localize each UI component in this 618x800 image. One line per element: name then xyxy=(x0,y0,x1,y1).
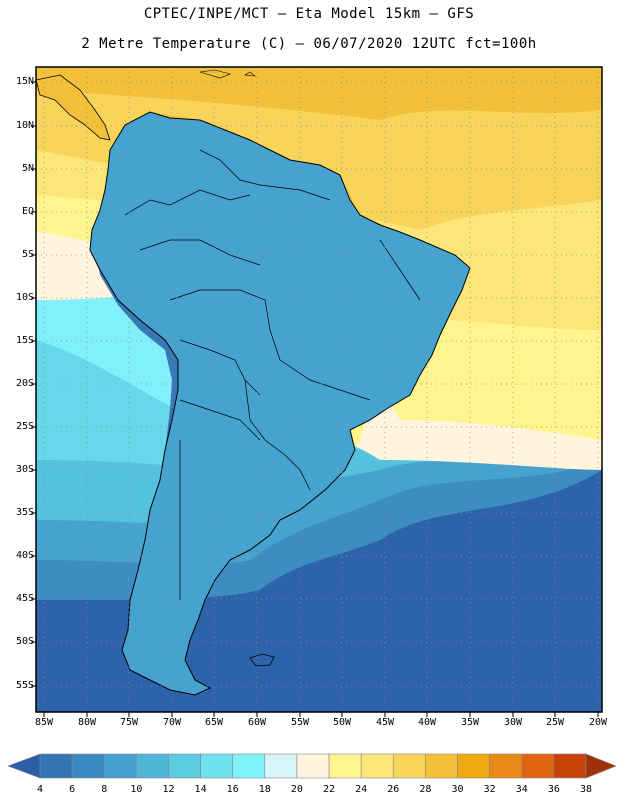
legend-tick-label: 26 xyxy=(387,784,400,795)
legend-tick-label: 12 xyxy=(162,784,175,795)
lat-label-25s: 25S xyxy=(15,421,34,432)
legend-tick-label: 36 xyxy=(547,784,560,795)
legend-tick-label: 4 xyxy=(36,784,44,795)
legend-swatch xyxy=(553,753,587,779)
country-borders xyxy=(124,149,421,600)
lon-label-50w: 50W xyxy=(332,717,352,728)
lat-label-20s: 20S xyxy=(15,378,34,389)
legend-tick-label: 20 xyxy=(290,784,303,795)
lat-label-40s: 40S xyxy=(15,550,34,561)
lat-label-30s: 30S xyxy=(15,464,34,475)
lat-label-10s: 10S xyxy=(15,292,34,303)
legend-tick-label: 30 xyxy=(451,784,464,795)
lon-label-45w: 45W xyxy=(375,717,395,728)
lon-label-80w: 80W xyxy=(77,717,97,728)
legend-tick-label: 8 xyxy=(101,784,108,795)
lat-label-5n: 5N xyxy=(21,163,34,174)
legend-swatch xyxy=(489,753,523,779)
legend-swatch xyxy=(521,753,555,779)
caribbean-island xyxy=(199,69,231,79)
legend-tick-label: 24 xyxy=(355,784,368,795)
lat-label-eq: EQ xyxy=(21,206,34,217)
legend-tick-label: 32 xyxy=(483,784,496,795)
lat-label-5s: 5S xyxy=(21,249,34,260)
legend-arrow-high xyxy=(585,753,617,779)
lon-label-30w: 30W xyxy=(503,717,523,728)
central-america xyxy=(36,74,111,141)
lat-label-15n: 15N xyxy=(15,76,34,87)
lon-label-65w: 65W xyxy=(204,717,224,728)
legend-swatch xyxy=(200,753,234,779)
lon-label-75w: 75W xyxy=(119,717,139,728)
legend-swatch xyxy=(392,753,426,779)
legend-swatch xyxy=(328,753,362,779)
lat-label-55s: 55S xyxy=(15,680,34,691)
lat-label-45s: 45S xyxy=(15,593,34,604)
map-title-line1: CPTEC/INPE/MCT – Eta Model 15km – GFS xyxy=(143,6,475,22)
lat-label-35s: 35S xyxy=(15,507,34,518)
legend-swatch xyxy=(360,753,394,779)
legend-swatch xyxy=(136,753,169,779)
legend-swatch xyxy=(232,753,266,779)
lon-label-70w: 70W xyxy=(162,717,182,728)
lon-label-35w: 35W xyxy=(460,717,480,728)
legend-tick-label: 34 xyxy=(515,784,528,795)
caribbean-island-2 xyxy=(244,71,256,77)
legend-swatch xyxy=(39,753,73,779)
lat-label-10n: 10N xyxy=(15,120,34,131)
legend-swatch xyxy=(296,753,330,779)
legend-tick-label: 16 xyxy=(226,784,239,795)
legend-swatch xyxy=(168,753,201,779)
legend-swatch xyxy=(425,753,458,779)
legend-swatch xyxy=(457,753,490,779)
legend-tick-label: 38 xyxy=(579,784,593,795)
band-30 xyxy=(36,67,602,120)
lat-label-15s: 15S xyxy=(15,335,34,346)
falklands xyxy=(249,653,275,667)
map-frame xyxy=(35,66,603,713)
legend-tick-label: 10 xyxy=(130,784,143,795)
map-title-line2: 2 Metre Temperature (C) – 06/07/2020 12U… xyxy=(81,36,537,52)
lon-label-20w: 20W xyxy=(588,717,608,728)
lat-label-50s: 50S xyxy=(15,636,34,647)
legend-tick-label: 22 xyxy=(323,784,336,795)
legend-arrow-low xyxy=(7,753,41,779)
legend-tick-label: 14 xyxy=(194,784,207,795)
legend-swatch xyxy=(103,753,137,779)
lon-label-60w: 60W xyxy=(247,717,267,728)
legend-tick-label: 28 xyxy=(419,784,432,795)
legend-swatch xyxy=(264,753,298,779)
legend-tick-label: 6 xyxy=(69,784,76,795)
legend-swatch xyxy=(71,753,105,779)
lon-label-40w: 40W xyxy=(417,717,437,728)
lon-label-55w: 55W xyxy=(290,717,310,728)
lon-label-85w: 85W xyxy=(34,717,54,728)
lon-label-25w: 25W xyxy=(545,717,565,728)
axis-ticks xyxy=(31,81,599,717)
legend-tick-label: 18 xyxy=(258,784,271,795)
